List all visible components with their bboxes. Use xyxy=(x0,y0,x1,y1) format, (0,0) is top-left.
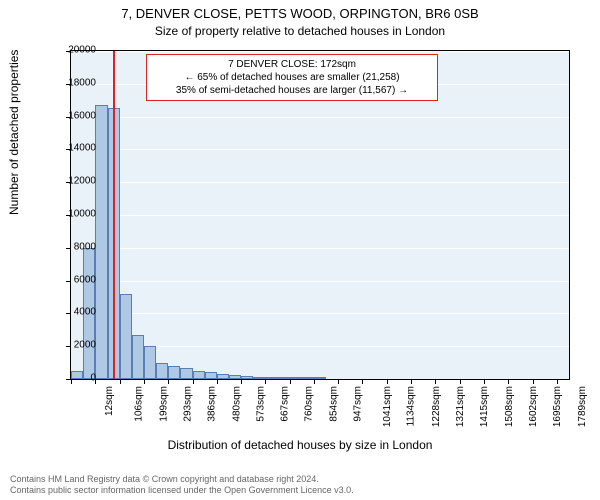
x-tick-mark xyxy=(338,379,339,384)
x-tick-label: 1415sqm xyxy=(480,386,491,427)
x-tick-mark xyxy=(533,379,534,384)
x-tick-mark xyxy=(557,379,558,384)
y-tick-label: 16000 xyxy=(40,110,96,121)
x-tick-label: 293sqm xyxy=(183,386,194,422)
property-marker-line xyxy=(113,51,115,379)
x-tick-label: 573sqm xyxy=(255,386,266,422)
gridline xyxy=(71,313,569,314)
histogram-bar xyxy=(229,375,241,379)
y-tick-label: 6000 xyxy=(40,274,96,285)
gridline xyxy=(71,215,569,216)
gridline xyxy=(71,51,569,52)
x-tick-mark xyxy=(435,379,436,384)
y-tick-label: 20000 xyxy=(40,45,96,56)
x-tick-label: 1321sqm xyxy=(455,386,466,427)
x-tick-label: 1789sqm xyxy=(577,386,588,427)
histogram-bar xyxy=(217,374,229,379)
histogram-bar xyxy=(314,377,326,379)
chart-footer: Contains HM Land Registry data © Crown c… xyxy=(10,474,590,497)
histogram-bar xyxy=(290,377,302,379)
x-tick-label: 1228sqm xyxy=(431,386,442,427)
chart-subtitle: Size of property relative to detached ho… xyxy=(0,24,600,38)
histogram-bar xyxy=(193,371,205,379)
x-axis-label: Distribution of detached houses by size … xyxy=(0,438,600,452)
x-tick-label: 947sqm xyxy=(352,386,363,422)
annotation-line-1: 7 DENVER CLOSE: 172sqm xyxy=(153,58,431,71)
histogram-bar xyxy=(278,377,290,379)
x-tick-mark xyxy=(508,379,509,384)
x-tick-label: 667sqm xyxy=(280,386,291,422)
histogram-bar xyxy=(132,335,144,379)
y-tick-label: 10000 xyxy=(40,209,96,220)
histogram-bar xyxy=(302,377,314,379)
chart-title-address: 7, DENVER CLOSE, PETTS WOOD, ORPINGTON, … xyxy=(0,6,600,21)
x-tick-label: 760sqm xyxy=(304,386,315,422)
x-tick-label: 386sqm xyxy=(207,386,218,422)
x-tick-mark xyxy=(484,379,485,384)
y-axis-label: Number of detached properties xyxy=(7,50,21,215)
x-tick-mark xyxy=(120,379,121,384)
x-tick-label: 1041sqm xyxy=(382,386,393,427)
x-tick-mark xyxy=(265,379,266,384)
x-tick-mark xyxy=(217,379,218,384)
y-tick-label: 18000 xyxy=(40,77,96,88)
x-tick-label: 199sqm xyxy=(158,386,169,422)
histogram-bar xyxy=(241,376,253,379)
histogram-bar xyxy=(144,346,156,379)
x-tick-label: 106sqm xyxy=(134,386,145,422)
footer-line-1: Contains HM Land Registry data © Crown c… xyxy=(10,474,590,485)
histogram-bar xyxy=(120,294,132,379)
y-tick-label: 0 xyxy=(40,373,96,384)
gridline xyxy=(71,149,569,150)
annotation-line-2: ← 65% of detached houses are smaller (21… xyxy=(153,71,431,84)
x-tick-label: 1695sqm xyxy=(552,386,563,427)
x-tick-mark xyxy=(314,379,315,384)
x-tick-label: 480sqm xyxy=(231,386,242,422)
annotation-line-3: 35% of semi-detached houses are larger (… xyxy=(153,84,431,97)
gridline xyxy=(71,182,569,183)
histogram-bar xyxy=(156,363,168,379)
gridline xyxy=(71,281,569,282)
y-tick-label: 2000 xyxy=(40,340,96,351)
plot-area: 7 DENVER CLOSE: 172sqm← 65% of detached … xyxy=(70,50,570,380)
annotation-box: 7 DENVER CLOSE: 172sqm← 65% of detached … xyxy=(146,54,438,101)
histogram-bar xyxy=(168,366,180,379)
x-tick-label: 1602sqm xyxy=(528,386,539,427)
x-tick-mark xyxy=(168,379,169,384)
x-tick-label: 12sqm xyxy=(104,386,115,416)
x-tick-mark xyxy=(290,379,291,384)
x-tick-label: 854sqm xyxy=(328,386,339,422)
footer-line-2: Contains public sector information licen… xyxy=(10,485,590,496)
histogram-bar xyxy=(265,377,277,379)
y-tick-label: 4000 xyxy=(40,307,96,318)
x-tick-mark xyxy=(241,379,242,384)
x-tick-mark xyxy=(460,379,461,384)
x-tick-mark xyxy=(411,379,412,384)
x-tick-mark xyxy=(387,379,388,384)
y-tick-label: 12000 xyxy=(40,176,96,187)
x-tick-mark xyxy=(362,379,363,384)
gridline xyxy=(71,248,569,249)
histogram-bar xyxy=(95,105,107,379)
x-tick-mark xyxy=(193,379,194,384)
y-tick-label: 8000 xyxy=(40,241,96,252)
y-tick-label: 14000 xyxy=(40,143,96,154)
x-tick-label: 1508sqm xyxy=(504,386,515,427)
x-tick-label: 1134sqm xyxy=(406,386,417,426)
x-tick-mark xyxy=(144,379,145,384)
histogram-bar xyxy=(180,368,192,379)
histogram-bar xyxy=(205,372,217,379)
chart-container: 7, DENVER CLOSE, PETTS WOOD, ORPINGTON, … xyxy=(0,0,600,500)
histogram-bar xyxy=(253,377,265,379)
gridline xyxy=(71,117,569,118)
